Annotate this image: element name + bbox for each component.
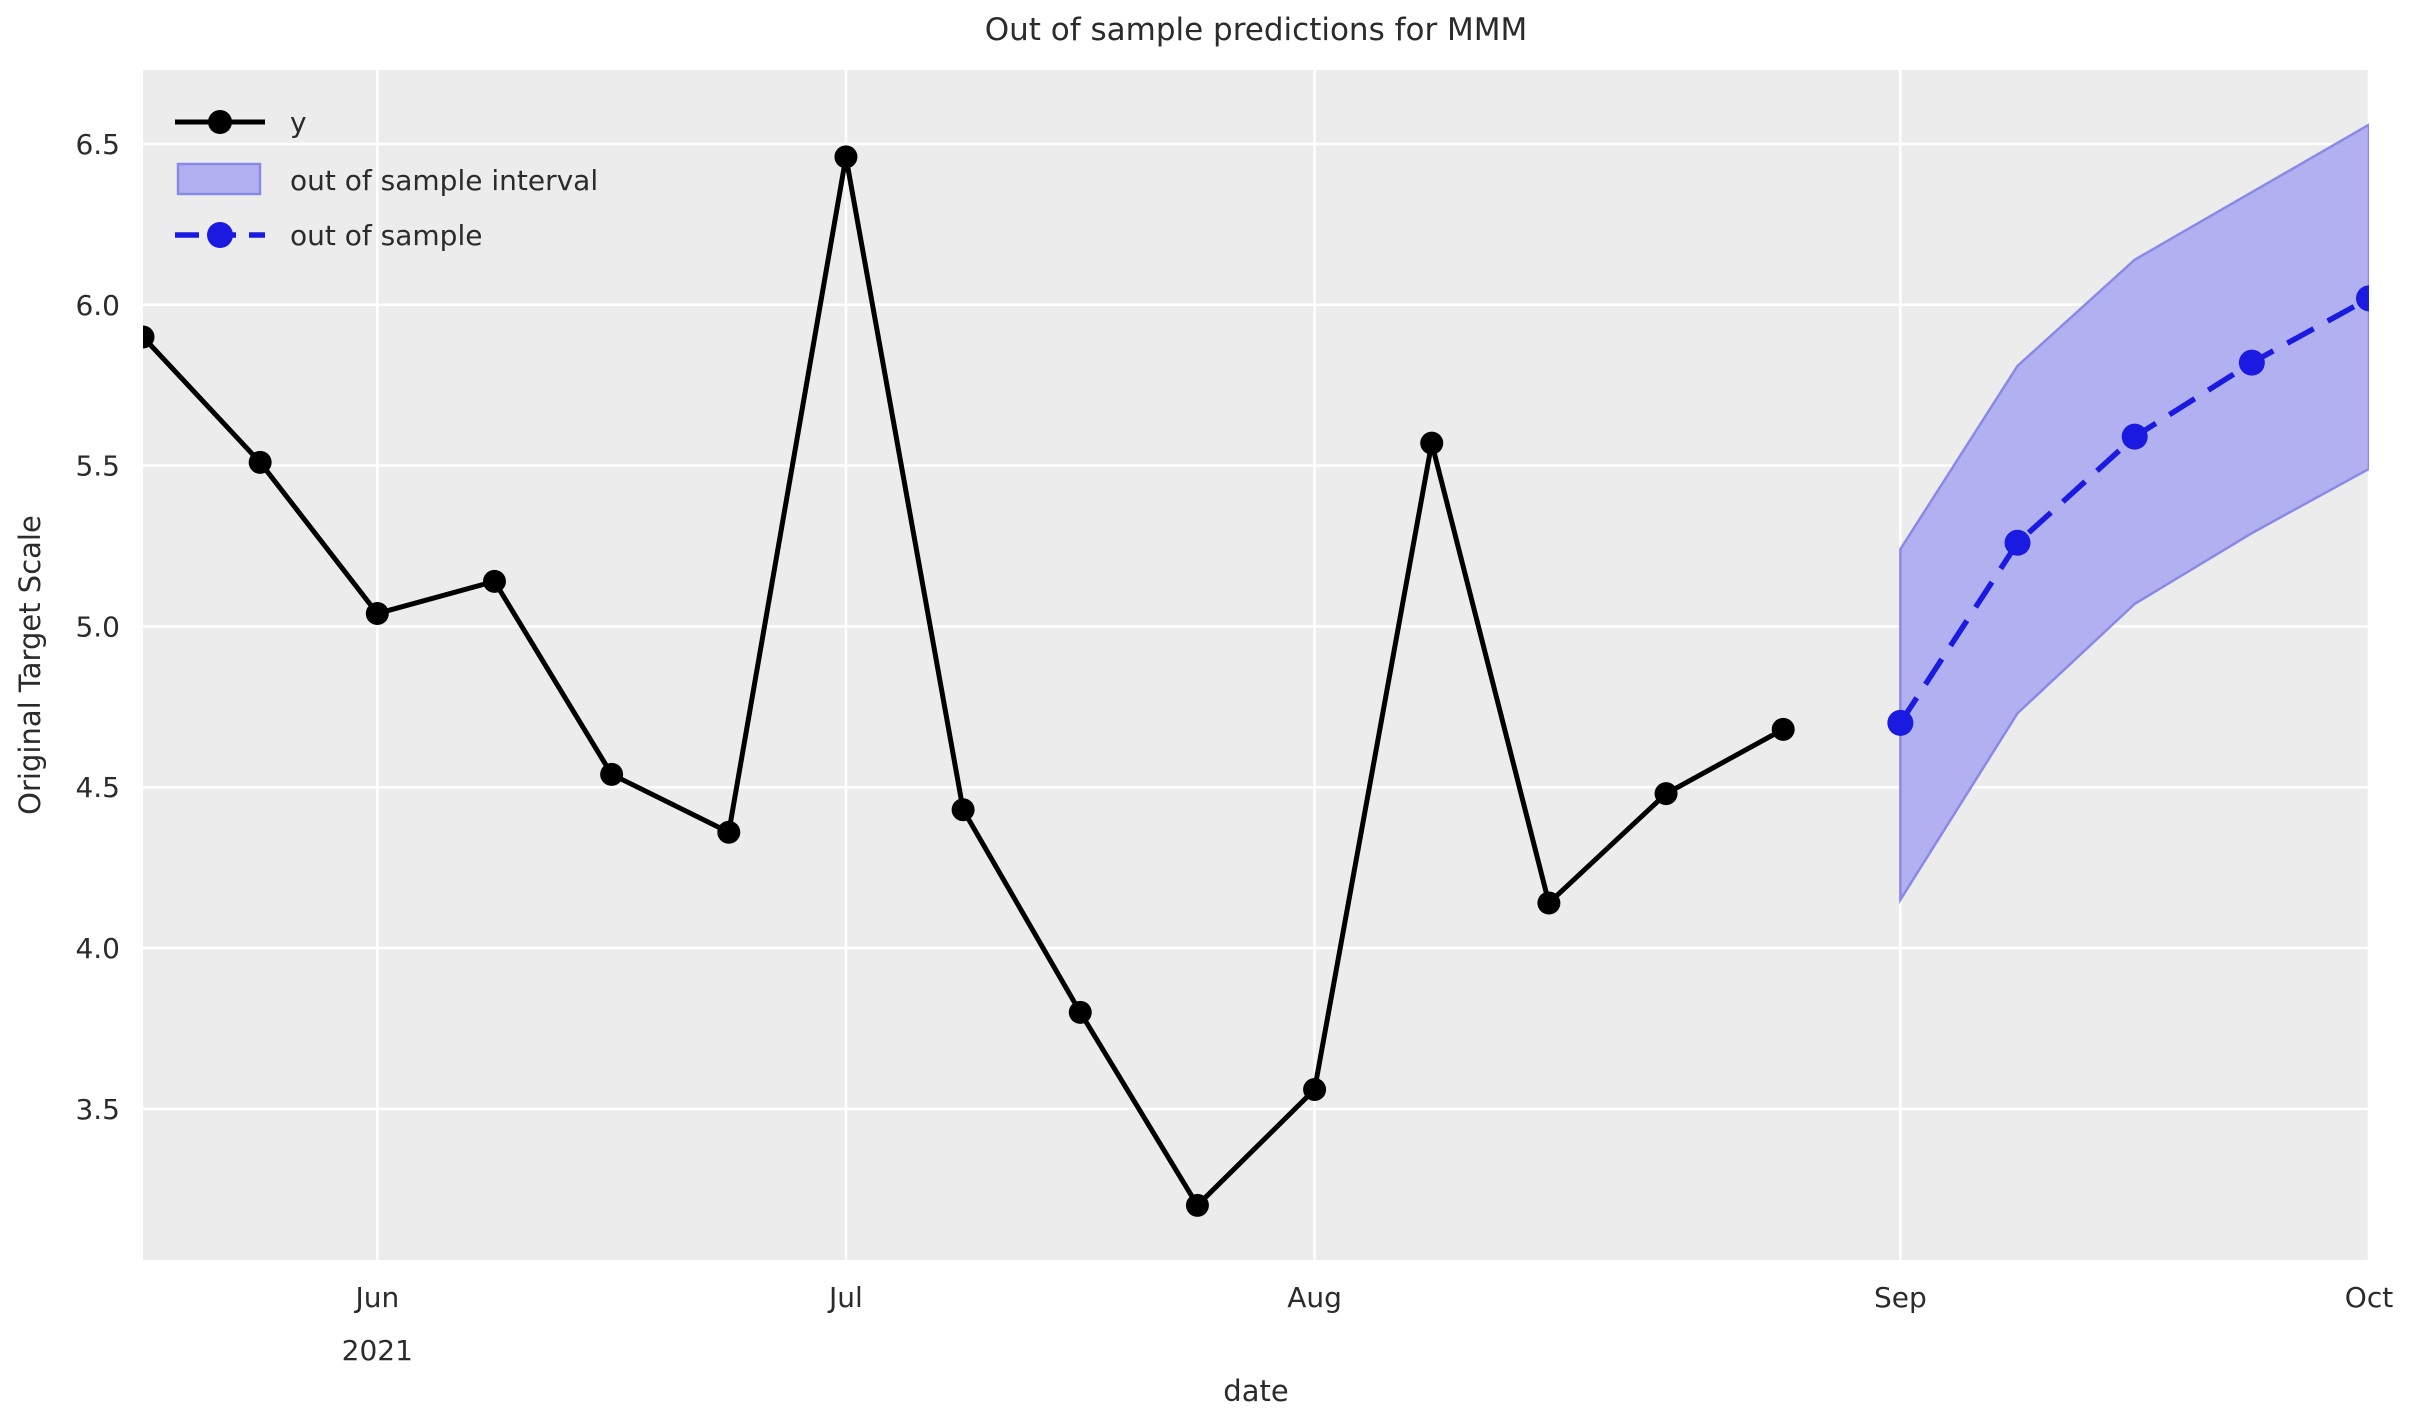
data-point-y bbox=[482, 569, 506, 593]
legend: y out of sample interval out of sample bbox=[175, 106, 598, 252]
legend-item-interval: out of sample interval bbox=[176, 162, 598, 197]
axis-tick-labels: 6.5 6.0 5.5 5.0 4.5 4.0 3.5 Jun 2021 Jul Aug Sep Oct bbox=[75, 128, 2393, 1367]
data-point-out-of-sample bbox=[1887, 709, 1914, 736]
data-point-y bbox=[600, 762, 624, 786]
data-point-y bbox=[1420, 431, 1444, 455]
x-axis-label: date bbox=[1223, 1374, 1288, 1408]
legend-item-out-of-sample: out of sample bbox=[175, 219, 482, 252]
plot-area bbox=[143, 123, 2369, 1217]
y-tick-label: 5.0 bbox=[75, 610, 120, 643]
x-tick-label: Jul bbox=[827, 1281, 863, 1314]
x-tick-label: Jun bbox=[353, 1281, 399, 1314]
data-point-y bbox=[834, 145, 858, 169]
y-tick-label: 3.5 bbox=[75, 1093, 120, 1126]
y-tick-label: 6.0 bbox=[75, 289, 120, 322]
y-axis-label: Original Target Scale bbox=[13, 515, 47, 815]
out-of-sample-interval-band bbox=[1899, 123, 2369, 905]
legend-swatch-y-marker bbox=[208, 110, 232, 134]
data-point-y bbox=[1303, 1078, 1327, 1102]
legend-item-y: y bbox=[175, 106, 307, 139]
data-point-out-of-sample bbox=[2121, 423, 2148, 450]
data-point-out-of-sample bbox=[2004, 529, 2031, 556]
x-tick-label: Sep bbox=[1874, 1281, 1927, 1314]
legend-label-y: y bbox=[290, 106, 307, 139]
y-tick-label: 5.5 bbox=[75, 450, 120, 483]
data-point-y bbox=[1185, 1193, 1209, 1217]
data-point-y bbox=[951, 798, 975, 822]
y-tick-label: 4.5 bbox=[75, 771, 120, 804]
data-point-y bbox=[1068, 1000, 1092, 1024]
data-point-out-of-sample bbox=[2238, 349, 2265, 376]
legend-label-out-of-sample: out of sample bbox=[290, 219, 482, 252]
data-point-out-of-sample bbox=[2356, 285, 2369, 312]
data-point-y bbox=[1654, 782, 1678, 806]
legend-swatch-out-of-sample-marker bbox=[207, 222, 233, 248]
x-tick-label: Aug bbox=[1287, 1281, 1342, 1314]
data-point-y bbox=[365, 602, 389, 626]
legend-swatch-interval-patch bbox=[176, 162, 262, 196]
x-tick-label: Oct bbox=[2345, 1281, 2393, 1314]
y-tick-label: 4.0 bbox=[75, 932, 120, 965]
data-point-y bbox=[717, 820, 741, 844]
x-tick-year-label: 2021 bbox=[342, 1334, 413, 1367]
data-point-y bbox=[1771, 717, 1795, 741]
data-point-y bbox=[1537, 891, 1561, 915]
data-point-y bbox=[143, 325, 155, 349]
data-point-y bbox=[248, 450, 272, 474]
y-tick-label: 6.5 bbox=[75, 128, 120, 161]
chart-title: Out of sample predictions for MMM bbox=[985, 12, 1528, 48]
legend-label-interval: out of sample interval bbox=[290, 164, 598, 197]
